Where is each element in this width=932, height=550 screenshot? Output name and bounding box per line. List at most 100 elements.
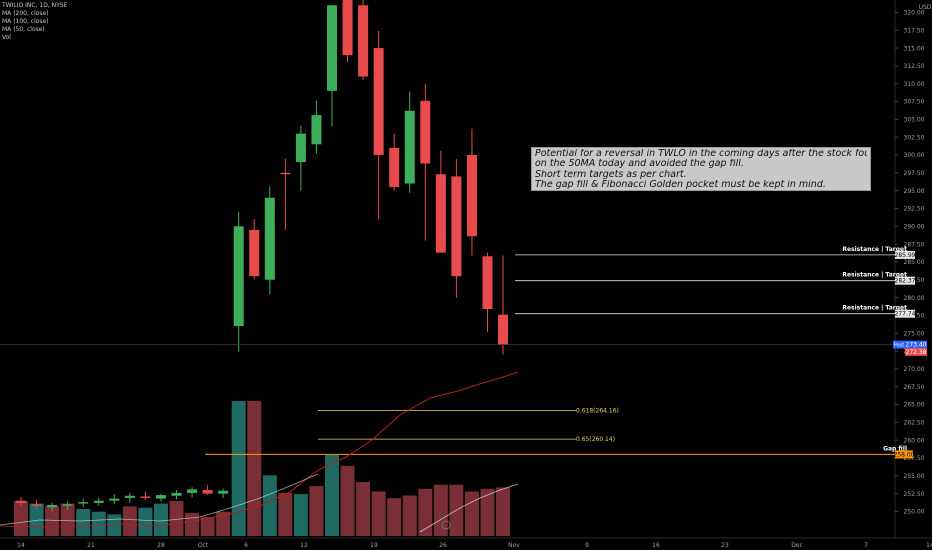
legend-ma100[interactable]: MA (100, close) xyxy=(2,18,49,25)
price-tick-label: 260.00 xyxy=(904,437,925,444)
candle-body[interactable] xyxy=(78,502,89,504)
note-line: Potential for a reversal in TWLO in the … xyxy=(535,149,867,159)
candle-body[interactable] xyxy=(62,504,73,506)
gap-fill-tag xyxy=(895,450,913,459)
price-tick-label: 270.00 xyxy=(904,366,925,373)
candle-body[interactable] xyxy=(389,147,400,188)
price-tick-label: 262.50 xyxy=(904,420,925,427)
price-tick-label: 280.00 xyxy=(904,295,925,302)
candle-body[interactable] xyxy=(202,490,213,494)
time-tick-label: Dec xyxy=(791,542,803,549)
time-tick-label: 16 xyxy=(652,542,660,549)
candle-body[interactable] xyxy=(109,498,120,501)
price-tick-label: 287.50 xyxy=(904,241,925,248)
candle-body[interactable] xyxy=(218,490,229,494)
volume-bar xyxy=(231,401,246,536)
volume-bar xyxy=(200,517,215,536)
volume-bar xyxy=(91,511,106,536)
candle-body[interactable] xyxy=(47,505,58,508)
price-tick-label: 300.00 xyxy=(904,152,925,159)
candle-body[interactable] xyxy=(327,5,337,91)
volume-bar xyxy=(122,506,137,536)
ma-line-white[interactable] xyxy=(0,473,319,526)
candle-body[interactable] xyxy=(404,110,415,184)
candle-body[interactable] xyxy=(155,495,166,499)
candle-body[interactable] xyxy=(498,314,509,345)
candle-body[interactable] xyxy=(342,0,353,56)
legend-ma200[interactable]: MA (200, close) xyxy=(2,10,49,17)
time-tick-label: 28 xyxy=(157,542,165,549)
candle-body[interactable] xyxy=(420,100,431,164)
time-tick-label: 14 xyxy=(17,542,25,549)
candle-body[interactable] xyxy=(31,504,42,506)
ma-line-red-lower[interactable] xyxy=(0,519,201,528)
volume-bar xyxy=(340,465,355,536)
post-price-tag xyxy=(905,340,927,349)
candle-body[interactable] xyxy=(233,226,244,327)
price-tick-label: 252.50 xyxy=(904,491,925,498)
volume-bar xyxy=(293,494,308,536)
candle-body[interactable] xyxy=(358,5,369,77)
price-tick-label: 285.00 xyxy=(904,259,925,266)
volume-bar xyxy=(325,455,339,536)
candle-body[interactable] xyxy=(466,154,477,237)
resistance-tag xyxy=(895,309,915,318)
resistance-label: Resistance | Target xyxy=(842,305,907,312)
volume-bar xyxy=(107,514,122,536)
candle-body[interactable] xyxy=(140,496,151,498)
event-marker-icon[interactable] xyxy=(441,520,451,530)
volume-bar xyxy=(29,503,44,536)
volume-bar xyxy=(418,488,433,536)
candle-body[interactable] xyxy=(124,495,135,498)
volume-bar xyxy=(169,500,184,536)
candle-body[interactable] xyxy=(93,500,104,503)
candle-body[interactable] xyxy=(187,489,198,493)
price-tick-label: 302.50 xyxy=(904,134,925,141)
price-tick-label: 292.50 xyxy=(904,206,925,213)
candle-body[interactable] xyxy=(249,229,260,277)
time-tick-label: 12 xyxy=(300,542,308,549)
price-tick-label: 297.50 xyxy=(904,170,925,177)
volume-bar xyxy=(14,500,28,536)
volume-bar xyxy=(464,491,479,536)
candle-body[interactable] xyxy=(280,172,291,175)
ma-line-white-recent[interactable] xyxy=(419,483,519,533)
price-tick-label: 317.50 xyxy=(904,27,925,34)
resistance-tag-label: 277.74 xyxy=(895,311,916,318)
candle-body[interactable] xyxy=(311,115,322,145)
ma50-line[interactable] xyxy=(199,371,519,521)
candle-body[interactable] xyxy=(16,500,26,503)
time-tick-label: 26 xyxy=(439,542,447,549)
candle-body[interactable] xyxy=(482,256,493,309)
time-tick-label: 21 xyxy=(87,542,95,549)
volume-bar xyxy=(278,492,293,536)
price-tick-label: 257.50 xyxy=(904,455,925,462)
candle-body[interactable] xyxy=(171,492,182,496)
price-tick-label: 320.00 xyxy=(904,10,925,17)
note-line: The gap fill & Fibonacci Golden pocket m… xyxy=(535,180,826,191)
candle-body[interactable] xyxy=(373,48,384,155)
volume-bar xyxy=(45,506,60,536)
legend-symbol[interactable]: TWILIO INC, 1D, NYSE xyxy=(2,2,68,9)
volume-bar xyxy=(496,487,511,536)
candle-body[interactable] xyxy=(435,174,446,253)
volume-bar xyxy=(262,475,277,536)
gap-fill-label: Gap fill xyxy=(883,445,907,452)
candle-body[interactable] xyxy=(264,197,275,280)
analysis-note[interactable]: Potential for a reversal in TWLO in the … xyxy=(531,147,871,191)
legend-ma50[interactable]: MA (50, close) xyxy=(2,26,45,33)
price-tick-label: 310.00 xyxy=(904,81,925,88)
volume-bar xyxy=(216,511,231,536)
post-price-tag-label: 273.40 xyxy=(906,342,927,349)
legend-volume[interactable]: Vol xyxy=(2,34,11,41)
gap-fill-tag-label: 258.00 xyxy=(894,451,915,458)
volume-bar xyxy=(309,486,324,536)
currency-label[interactable]: USD xyxy=(919,4,932,11)
chart-legend: TWILIO INC, 1D, NYSE MA (200, close) MA … xyxy=(2,2,67,42)
post-badge[interactable] xyxy=(893,340,905,349)
candle-body[interactable] xyxy=(295,133,306,163)
fib-level-label: 0.618(264.16) xyxy=(576,407,619,414)
candle-body[interactable] xyxy=(451,176,462,277)
